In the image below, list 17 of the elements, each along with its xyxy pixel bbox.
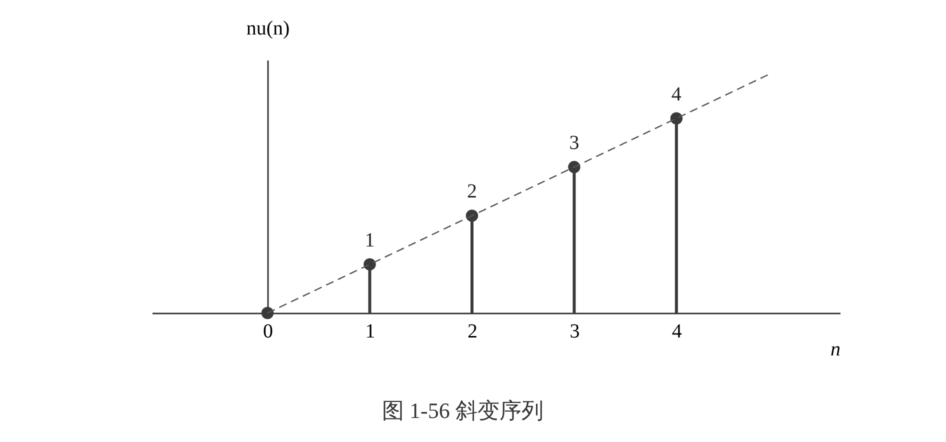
data-label: 4 bbox=[671, 83, 682, 106]
point bbox=[568, 160, 580, 174]
x-tick-label: 1 bbox=[365, 320, 376, 342]
x-tick-label: 4 bbox=[672, 320, 682, 342]
text: 图 1-56 斜变序列 bbox=[382, 398, 544, 423]
point bbox=[670, 112, 683, 124]
x-tick-label: 0 bbox=[263, 320, 274, 342]
data-label: 1 bbox=[364, 229, 375, 252]
data-label: 2 bbox=[466, 180, 477, 203]
point bbox=[364, 258, 376, 270]
point bbox=[466, 210, 478, 222]
data-label: 3 bbox=[569, 132, 580, 154]
point bbox=[261, 306, 274, 320]
x-axis-title: n bbox=[830, 338, 840, 360]
y-axis-title: nu(n) bbox=[246, 18, 290, 40]
x-tick-label: 3 bbox=[570, 320, 580, 342]
x-tick-label: 2 bbox=[467, 320, 478, 342]
